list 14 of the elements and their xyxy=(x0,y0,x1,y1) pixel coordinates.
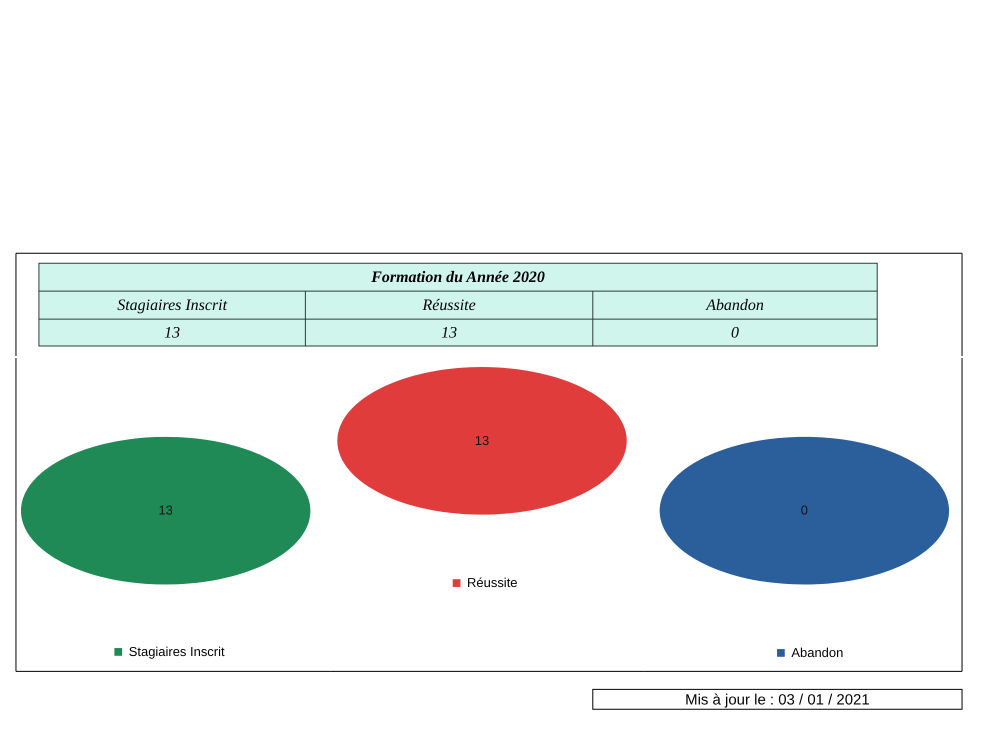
data-label: 0 xyxy=(731,324,740,342)
data-label: 13 xyxy=(164,324,180,342)
data-label: 13 xyxy=(441,324,458,342)
data-label: 0 xyxy=(800,502,808,518)
legend-label: Réussite xyxy=(467,575,518,590)
category-label: Réussite xyxy=(422,297,476,314)
legend-label: Stagiaires Inscrit xyxy=(128,644,225,659)
category-label: Abandon xyxy=(705,297,764,314)
data-label: 13 xyxy=(158,502,173,518)
legend-label: Abandon xyxy=(791,644,844,660)
category-label: Stagiaires Inscrit xyxy=(117,297,228,314)
data-label: 13 xyxy=(474,432,490,448)
text: Formation du Année 2020 xyxy=(370,269,545,286)
text: Mis à jour le : 03 / 01 / 2021 xyxy=(685,691,870,708)
